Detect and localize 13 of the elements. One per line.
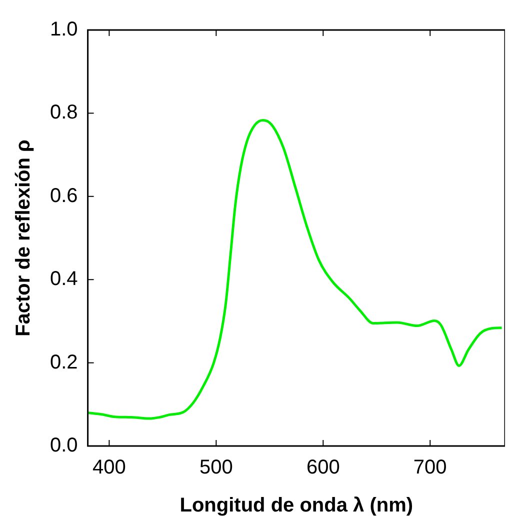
x-tick-label: 500: [199, 456, 233, 479]
x-axis-title: Longitud de onda λ (nm): [180, 494, 414, 517]
text: 1.0: [50, 18, 78, 41]
x-tick-label: 600: [306, 456, 340, 479]
line-series: [88, 119, 504, 420]
y-axis-title: Factor de reflexión ρ: [12, 140, 35, 336]
y-tick-label: 0.8: [50, 102, 78, 124]
y-tick-label: 0.2: [50, 351, 78, 374]
y-tick-label: 0.4: [50, 268, 78, 290]
y-tick-label: 0.6: [50, 184, 78, 207]
text: 0.0: [50, 434, 78, 457]
x-tick-label: 400: [92, 456, 126, 479]
x-tick-label: 700: [413, 456, 447, 479]
